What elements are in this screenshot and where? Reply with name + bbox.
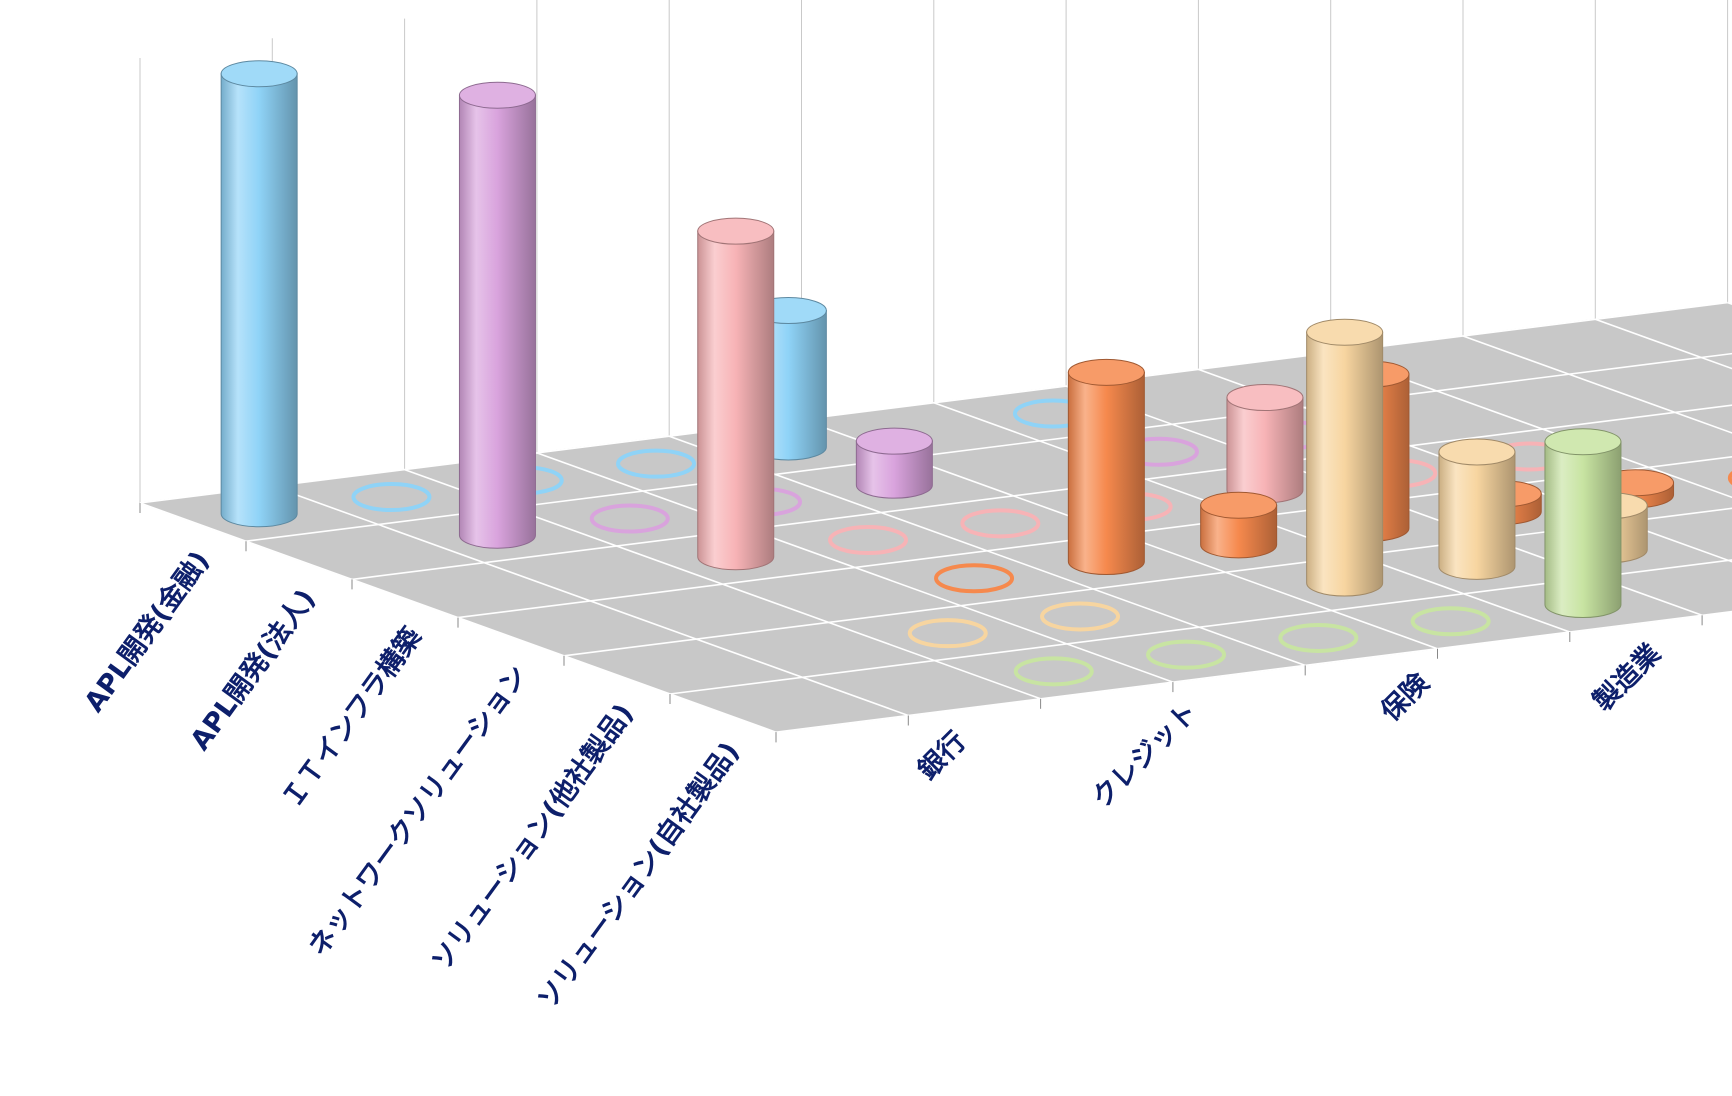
bar-body (697, 230, 775, 571)
floor-gridline-col (1462, 335, 1732, 434)
series-label: ネットワークソリューション (303, 660, 534, 962)
bar-top (1226, 384, 1304, 412)
floor-gridline-col (1595, 318, 1732, 370)
zero-marker (1146, 639, 1227, 670)
industry-label: クレジット (1086, 697, 1203, 814)
industry-label: 製造業 (1588, 638, 1667, 717)
bar-ＩＴインフラ構築 (697, 217, 775, 571)
zero-marker (351, 482, 432, 513)
bar-body (1067, 371, 1145, 576)
bar-body (1200, 504, 1278, 559)
floor-gridline-col (1330, 351, 1732, 499)
bars (220, 60, 1732, 687)
floor-gridline-col (272, 485, 909, 717)
zero-marker (589, 503, 670, 534)
bar-APL開発-法人- (855, 427, 933, 499)
bar-top (220, 60, 298, 88)
zero-marker (934, 563, 1015, 594)
bar-top (458, 81, 536, 109)
bar-body (855, 440, 933, 499)
bar-APL開発-法人- (458, 81, 536, 549)
bar-top (1067, 358, 1145, 386)
bar-top (697, 217, 775, 245)
zero-marker (1727, 471, 1732, 485)
industry-label: 保険 (1374, 667, 1436, 729)
bar-body (458, 94, 536, 549)
bar-ソリューション-他社製品- (1306, 318, 1384, 597)
zero-marker (1278, 622, 1359, 653)
floor-gridline-col (536, 452, 1174, 683)
bar-top (1306, 318, 1384, 346)
bar-top (1200, 491, 1278, 519)
floor-gridline-col (668, 435, 1306, 667)
series-label: APL開発(法人) (185, 584, 322, 756)
series-label: ＩＴインフラ構築 (275, 621, 428, 815)
bar-body (1544, 441, 1622, 619)
zero-marker (1410, 606, 1491, 637)
zero-marker (1040, 601, 1121, 632)
bar-body (1438, 451, 1516, 580)
bar-body (220, 73, 298, 528)
bar-APL開発-金融- (220, 60, 298, 528)
bar-top (1438, 438, 1516, 466)
zero-marker (1013, 656, 1094, 687)
bar-body (1306, 331, 1384, 597)
zero-marker (616, 448, 697, 479)
bar-body (1226, 397, 1304, 504)
zero-marker (960, 508, 1041, 539)
industry-label: 銀行 (911, 725, 972, 786)
bar-top (855, 427, 933, 455)
zero-marker (907, 618, 988, 649)
bar-ＩＴインフラ構築 (1226, 384, 1304, 504)
bar-ソリューション-自社製品- (1544, 428, 1622, 619)
bar-ネットワークソリューション (1200, 491, 1278, 559)
bar-ネットワークソリューション (1067, 358, 1145, 576)
bar-top (1544, 428, 1622, 456)
zero-marker (828, 525, 909, 556)
bar-ソリューション-他社製品- (1438, 438, 1516, 580)
series-label: APL開発(金融) (78, 545, 216, 718)
